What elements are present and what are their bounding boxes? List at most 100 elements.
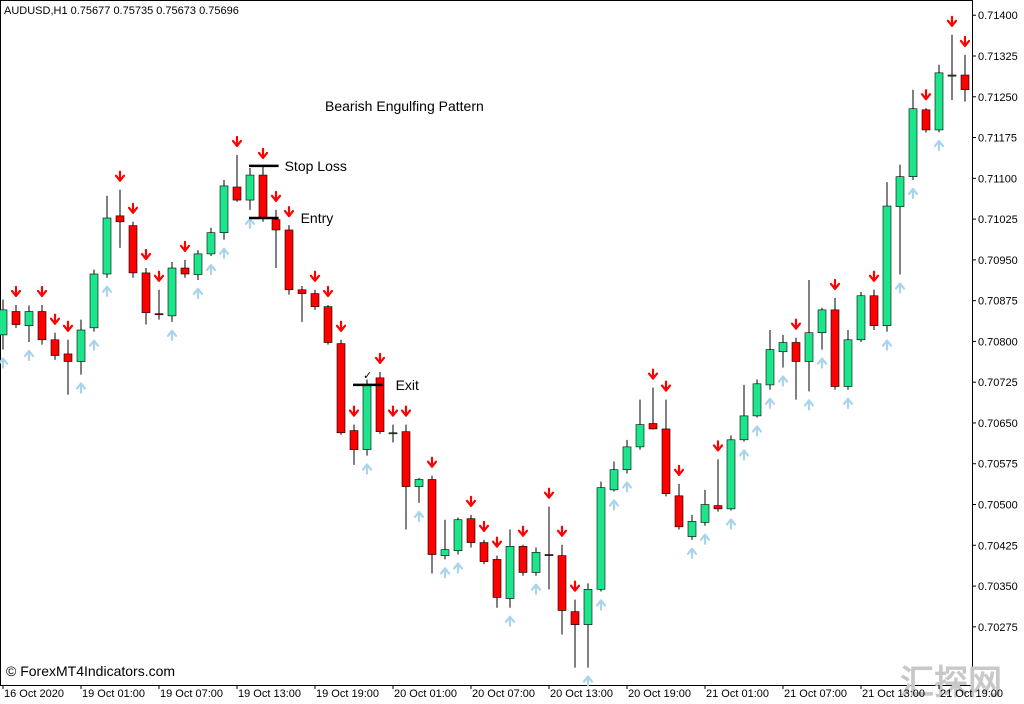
candle-body xyxy=(583,589,593,625)
sell-arrow xyxy=(36,285,48,298)
candle-body xyxy=(544,554,554,556)
candle-body xyxy=(674,495,684,528)
buy-arrow xyxy=(686,547,698,559)
candle-body xyxy=(856,295,866,341)
candle-body xyxy=(570,611,580,625)
candle-body xyxy=(414,479,424,487)
y-tick-label: 0.70275 xyxy=(978,622,1018,634)
candle-body xyxy=(960,74,970,91)
candle-body xyxy=(869,295,879,326)
buy-arrow xyxy=(75,382,87,394)
candle-body xyxy=(89,273,99,329)
buy-arrow xyxy=(764,397,776,409)
candle-body xyxy=(726,439,736,510)
sell-arrow xyxy=(660,380,672,392)
sell-arrow xyxy=(543,487,555,499)
candle-body xyxy=(141,272,151,313)
buy-arrow xyxy=(361,463,373,475)
sell-arrow xyxy=(140,248,152,261)
buy-arrow xyxy=(907,187,919,200)
buy-arrow xyxy=(699,533,711,545)
candle-body xyxy=(596,487,606,590)
sell-arrow xyxy=(335,320,347,332)
candle-body xyxy=(167,267,177,317)
candle-body xyxy=(336,343,346,434)
candle-body xyxy=(557,555,567,611)
x-tick-label: 20 Oct 01:00 xyxy=(394,688,457,700)
candle-body xyxy=(76,329,86,362)
candle-body xyxy=(206,232,216,255)
candle-body xyxy=(24,311,34,326)
buy-arrow xyxy=(881,339,893,351)
candle-body xyxy=(635,424,645,448)
x-tick-label: 21 Oct 13:00 xyxy=(862,688,925,700)
candle-body xyxy=(804,332,814,362)
x-tick-label: 21 Oct 19:00 xyxy=(940,688,1003,700)
candle-body xyxy=(232,186,242,201)
buy-arrow xyxy=(933,140,945,152)
header: AUDUSD,H1 0.75677 0.75735 0.75673 0.7569… xyxy=(4,5,239,17)
candle-body xyxy=(947,74,957,77)
sell-arrow xyxy=(556,525,568,537)
buy-arrow xyxy=(205,263,217,276)
sell-arrow xyxy=(270,190,282,202)
y-tick-label: 0.71025 xyxy=(978,214,1018,226)
buy-arrow xyxy=(894,282,906,294)
candle-body xyxy=(778,342,788,353)
candle-body xyxy=(505,546,515,599)
candle-body xyxy=(908,108,918,177)
candle-body xyxy=(102,217,112,275)
candle-body xyxy=(713,505,723,510)
y-tick-label: 0.71250 xyxy=(978,92,1018,104)
candle-body xyxy=(323,306,333,343)
candle-body xyxy=(154,313,164,316)
candle-body xyxy=(128,225,138,274)
exit-check: ✓ xyxy=(363,370,372,382)
sell-arrow xyxy=(309,270,321,282)
sell-arrow xyxy=(62,320,74,332)
buy-arrow xyxy=(218,247,230,259)
buy-arrow xyxy=(608,499,620,511)
buy-arrow xyxy=(725,518,737,530)
candle-body xyxy=(375,377,385,432)
chart-title: Bearish Engulfing Pattern xyxy=(325,98,484,114)
candle-body xyxy=(622,446,632,471)
y-tick-label: 0.70875 xyxy=(978,296,1018,308)
watermark: 汇探网 xyxy=(900,663,1002,703)
buy-arrow xyxy=(439,567,451,579)
buy-arrow xyxy=(738,449,750,461)
sell-arrow xyxy=(283,205,295,218)
y-tick-label: 0.71175 xyxy=(978,133,1017,145)
sell-arrow xyxy=(868,270,880,282)
candle-body xyxy=(219,185,229,233)
sell-arrow xyxy=(257,147,269,160)
level-label: Stop Loss xyxy=(285,158,347,174)
candle-body xyxy=(401,431,411,487)
y-tick-label: 0.70425 xyxy=(978,540,1018,552)
x-tick-label: 21 Oct 07:00 xyxy=(784,688,847,700)
candle-body xyxy=(180,267,190,275)
y-tick-label: 0.70650 xyxy=(978,418,1018,430)
candle-body xyxy=(63,353,73,362)
candle-body xyxy=(817,309,827,334)
buy-arrow xyxy=(192,287,204,300)
sell-arrow xyxy=(348,405,360,417)
sell-arrow xyxy=(517,525,529,537)
candle-body xyxy=(518,546,528,573)
candle-body xyxy=(700,504,710,523)
buy-arrow xyxy=(842,397,854,409)
sell-arrow xyxy=(569,580,581,592)
buy-arrow xyxy=(88,339,100,351)
x-tick-label: 21 Oct 01:00 xyxy=(706,688,769,700)
candle-body xyxy=(830,309,840,387)
buy-arrow xyxy=(816,357,828,369)
sell-arrow xyxy=(231,135,243,148)
buy-arrow xyxy=(582,675,594,687)
candle-body xyxy=(752,383,762,417)
sell-arrow xyxy=(322,285,334,298)
candle-body xyxy=(440,549,450,556)
candle-body xyxy=(427,479,437,555)
sell-arrow xyxy=(465,495,477,507)
candle-body xyxy=(50,339,60,356)
